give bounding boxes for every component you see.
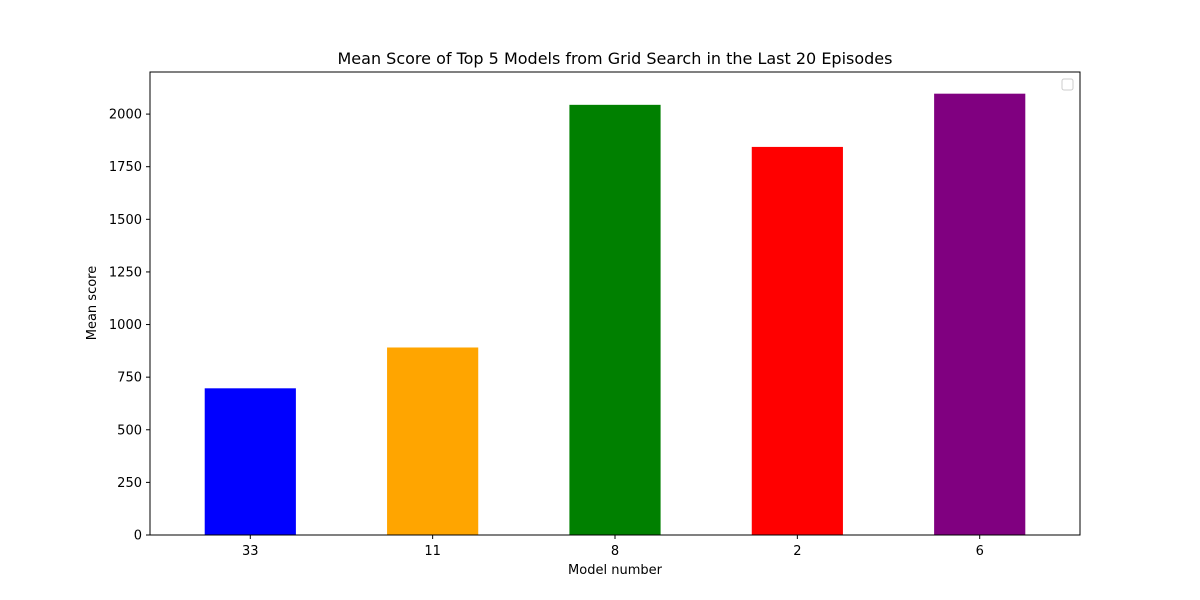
x-tick-label: 11 xyxy=(424,544,441,559)
x-tick-label: 33 xyxy=(242,544,259,559)
x-tick-label: 2 xyxy=(793,544,801,559)
bar-11 xyxy=(387,347,479,535)
axes-layer: 0 250 500 750 1000 1250 1500 1750 2000 33 11 8 2 6 xyxy=(109,71,1081,559)
bars-layer xyxy=(204,93,1026,536)
y-tick-label: 0 xyxy=(134,529,142,544)
y-tick-label: 250 xyxy=(117,476,142,491)
bar-6 xyxy=(934,93,1026,536)
y-tick-label: 2000 xyxy=(109,108,142,123)
bar-8 xyxy=(569,104,661,535)
y-tick-label: 1000 xyxy=(109,318,142,333)
bar-33 xyxy=(204,388,296,535)
x-tick-label: 6 xyxy=(976,544,984,559)
legend-box xyxy=(1061,78,1074,91)
y-tick-label: 1250 xyxy=(109,265,142,280)
x-axis-label: Model number xyxy=(568,563,663,578)
chart-title: Mean Score of Top 5 Models from Grid Sea… xyxy=(338,49,893,68)
y-tick-label: 750 xyxy=(117,371,142,386)
x-tick-label: 8 xyxy=(611,544,619,559)
y-tick-label: 1500 xyxy=(109,213,142,228)
y-tick-label: 500 xyxy=(117,423,142,438)
y-axis-label: Mean score xyxy=(85,266,100,340)
y-tick-label: 1750 xyxy=(109,160,142,175)
bar-2 xyxy=(751,146,843,536)
